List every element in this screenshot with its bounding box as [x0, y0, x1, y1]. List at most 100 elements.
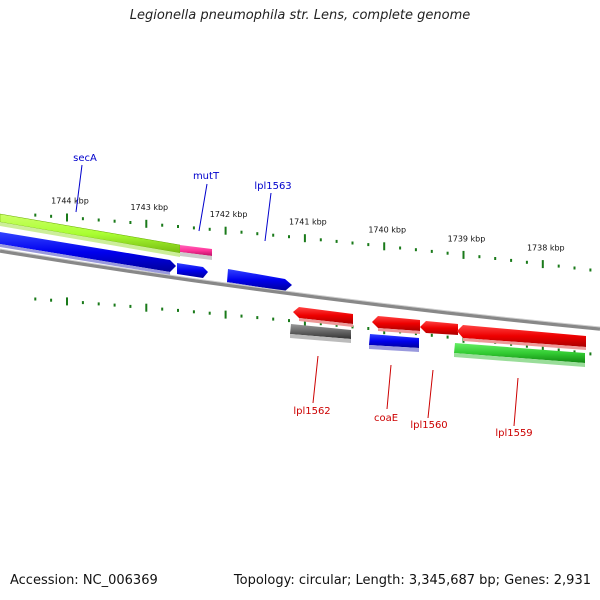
minor-tick [430, 249, 433, 253]
minor-tick [161, 307, 164, 311]
cds-reverse-2-shadow [378, 328, 420, 334]
minor-tick [288, 319, 290, 323]
minor-tick [50, 214, 53, 218]
leader-lpl1560 [427, 369, 434, 419]
minor-tick [113, 303, 116, 307]
minor-tick [367, 327, 370, 330]
leader-lpl1563 [264, 192, 272, 242]
leader-mutT [198, 183, 208, 232]
kbp-label: 1738 kbp [527, 244, 565, 253]
minor-tick [525, 344, 528, 348]
minor-tick [81, 301, 84, 305]
cog-band-green-shadow [454, 353, 585, 367]
gene-label-lpl1563: lpl1563 [254, 181, 291, 192]
minor-tick [192, 226, 195, 230]
minor-tick [177, 308, 179, 312]
cds-forward-3 [227, 269, 292, 291]
minor-tick [177, 225, 179, 228]
genome-backbone-highlight [0, 248, 600, 328]
kbp-label: 1743 kbp [130, 203, 168, 212]
major-tick [224, 226, 227, 235]
cds-reverse-4 [457, 325, 586, 347]
minor-tick [335, 239, 338, 243]
cds-reverse-2 [372, 316, 420, 331]
major-tick [383, 242, 386, 251]
cds-reverse-4-shadow [463, 338, 586, 350]
minor-tick [256, 316, 259, 320]
cog-band-blue [369, 334, 419, 348]
leader-lpl1559 [513, 377, 519, 427]
minor-tick [494, 257, 497, 260]
minor-tick [573, 350, 576, 354]
minor-tick [414, 248, 417, 252]
outer-tick-row [34, 213, 592, 272]
major-tick [303, 318, 306, 327]
minor-tick [97, 302, 100, 306]
leader-secA [75, 164, 83, 213]
cds-forward-1 [0, 232, 176, 272]
major-tick [303, 234, 306, 243]
cds-reverse-1 [293, 307, 353, 324]
major-tick [145, 219, 148, 228]
minor-tick [208, 311, 211, 315]
gene-label-lpl1562: lpl1562 [293, 406, 330, 417]
cog-band-gray-shadow [290, 334, 351, 343]
minor-tick [97, 218, 100, 222]
minor-tick [367, 243, 370, 247]
minor-tick [240, 314, 243, 318]
cog-band-green [454, 343, 585, 363]
minor-tick [319, 238, 322, 242]
minor-tick [113, 219, 116, 223]
major-tick [541, 260, 544, 269]
accession-label: Accession: NC_006369 [10, 573, 158, 588]
minor-tick [81, 217, 84, 221]
genome-backbone [0, 249, 600, 331]
minor-tick [34, 213, 37, 217]
cog-band-lime-shadow [0, 222, 180, 257]
kbp-label: 1742 kbp [210, 210, 248, 219]
minor-tick [557, 348, 560, 352]
gene-label-lpl1559: lpl1559 [495, 428, 532, 439]
cds-forward-2 [177, 263, 208, 278]
minor-tick [256, 232, 259, 236]
cds-reverse-1-shadow [299, 318, 353, 327]
minor-tick [288, 235, 290, 239]
minor-tick [399, 246, 402, 250]
minor-tick [510, 258, 513, 262]
major-tick [541, 344, 544, 352]
minor-tick [573, 266, 576, 270]
major-tick [145, 303, 148, 312]
cog-band-pink-shadow [180, 252, 212, 260]
kbp-label: 1744 kbp [51, 197, 89, 206]
gene-label-coaE: coaE [374, 413, 398, 424]
major-tick [66, 297, 68, 306]
minor-tick [478, 255, 481, 259]
minor-tick [335, 323, 338, 327]
cog-band-pink [180, 245, 212, 256]
minor-tick [129, 221, 132, 224]
leader-coaE [386, 364, 392, 410]
minor-tick [525, 260, 528, 264]
map-title: Legionella pneumophila str. Lens, comple… [129, 8, 471, 23]
minor-tick [319, 322, 322, 326]
minor-tick [351, 241, 354, 245]
minor-tick [272, 233, 275, 237]
minor-tick [50, 298, 53, 302]
cds-forward-1-shadow [0, 244, 170, 275]
topology-label: Topology: circular; Length: 3,345,687 bp… [233, 573, 591, 588]
leader-lpl1562 [312, 355, 319, 404]
minor-tick [589, 352, 592, 356]
cds-reverse-3 [420, 321, 458, 335]
kbp-label-group: 1744 kbp 1743 kbp 1742 kbp 1741 kbp 1740 kbp… [51, 197, 565, 253]
major-tick [224, 310, 227, 319]
minor-tick [430, 333, 433, 337]
kbp-label: 1741 kbp [289, 218, 327, 227]
minor-tick [272, 317, 275, 321]
major-tick [66, 213, 68, 222]
kbp-label: 1739 kbp [448, 234, 486, 243]
minor-tick [208, 227, 211, 231]
minor-tick [589, 268, 592, 272]
minor-tick [557, 264, 560, 268]
gene-label-lpl1560: lpl1560 [410, 420, 447, 431]
